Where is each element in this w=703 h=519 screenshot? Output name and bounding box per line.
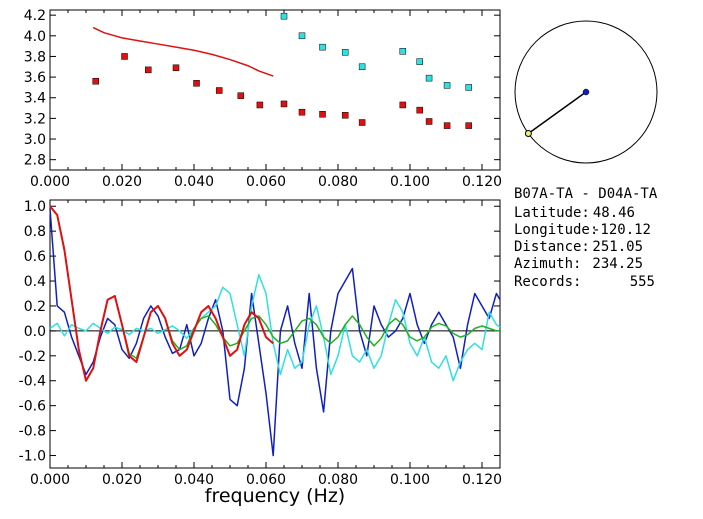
red-point: [237, 92, 245, 99]
cyan-point: [341, 49, 349, 56]
y-tick-label: 4.2: [24, 8, 46, 24]
x-tick-label: 0.000: [30, 174, 70, 190]
cyan-point: [443, 82, 451, 89]
y-tick-label: 4.0: [24, 29, 46, 45]
plot-frame: [49, 9, 501, 171]
red-point: [425, 118, 433, 125]
red-point: [145, 66, 152, 74]
x-tick-label: 0.000: [30, 472, 70, 488]
y-tick-label: -0.8: [19, 424, 46, 440]
red-point: [172, 64, 180, 72]
red-point: [193, 80, 200, 87]
latitude-value: 48.46: [593, 205, 635, 221]
red-point: [92, 77, 99, 85]
red-point: [215, 87, 223, 94]
y-tick-label: 2.8: [24, 153, 46, 169]
red-point: [443, 122, 451, 129]
y-tick-label: -1.0: [19, 449, 46, 465]
red-point: [256, 101, 264, 109]
cyan-point: [416, 58, 423, 65]
cyan-series-line: [49, 274, 501, 382]
cyan-point: [358, 63, 366, 71]
y-tick-label: 0.0: [24, 324, 46, 340]
path-end-marker: [524, 129, 532, 137]
y-tick-label: 0.4: [24, 274, 46, 290]
x-tick-label: 0.080: [318, 472, 358, 488]
dispersion-panel: 0.000 0.020 0.040 0.060 0.080 0.100 0.120 2.8 3.…: [24, 8, 502, 190]
azimuth-label: Azimuth:: [514, 256, 581, 272]
y-tick-label: 1.0: [24, 199, 46, 215]
red-point: [358, 119, 366, 126]
y-tick-label: 0.8: [24, 224, 46, 240]
map-circle: [514, 20, 658, 164]
cyan-point: [298, 32, 306, 40]
x-axis-title: frequency (Hz): [205, 485, 345, 507]
x-tick-label: 0.020: [102, 174, 142, 190]
station-pair: B07A-TA - D04A-TA: [514, 186, 658, 202]
y-tick-label: -0.2: [19, 349, 46, 365]
red-point: [341, 112, 349, 119]
red-point: [298, 108, 306, 116]
red-point: [121, 53, 128, 60]
longitude-value: -120.12: [592, 222, 651, 238]
info-block: B07A-TA - D04A-TA Latitude: 48.46 Longit…: [514, 186, 658, 290]
latitude-label: Latitude:: [514, 205, 590, 221]
y-tick-label: 3.6: [24, 70, 46, 86]
y-tick-label: -0.4: [19, 374, 46, 390]
cyan-point: [425, 74, 433, 82]
red-series-line: [49, 205, 274, 382]
station-dot: [582, 88, 590, 96]
blue-series-line: [49, 208, 501, 457]
x-tick-label: 0.120: [462, 472, 502, 488]
x-tick-label: 0.080: [318, 174, 358, 190]
y-tick-label: 3.4: [24, 91, 46, 107]
x-tick-label: 0.060: [246, 174, 286, 190]
group-velocity-curve: [92, 26, 274, 77]
azimuth-line: [527, 91, 587, 135]
x-tick-label: 0.060: [246, 472, 286, 488]
x-tick-label: 0.040: [174, 472, 214, 488]
plot-frame: [49, 199, 501, 469]
x-tick-label: 0.120: [462, 174, 502, 190]
records-label: Records:: [514, 274, 581, 290]
x-tick-label: 0.100: [390, 174, 430, 190]
longitude-label: Longitude:: [514, 222, 598, 238]
y-tick-label: -0.6: [19, 399, 46, 415]
red-point: [319, 111, 326, 118]
y-tick-label: 0.2: [24, 299, 46, 315]
green-series-line: [49, 205, 500, 382]
cyan-point: [465, 84, 472, 91]
red-point: [399, 101, 407, 109]
distance-value: 251.05: [592, 239, 643, 255]
red-point: [280, 100, 288, 108]
azimuth-value: 234.25: [592, 256, 643, 272]
cyan-point: [280, 12, 288, 20]
distance-label: Distance:: [514, 239, 590, 255]
x-tick-label: 0.040: [174, 174, 214, 190]
azimuth-map: [514, 20, 658, 164]
x-tick-label: 0.020: [102, 472, 142, 488]
coherence-panel: 0.000 0.020 0.040 0.060 0.080 0.100 0.120 1.0 0.…: [19, 199, 502, 507]
y-tick-label: 0.6: [24, 249, 46, 265]
red-point: [416, 106, 423, 114]
x-tick-label: 0.100: [390, 472, 430, 488]
y-tick-label: 3.2: [24, 111, 46, 127]
records-value: 555: [630, 274, 655, 290]
y-tick-label: 3.8: [24, 49, 46, 65]
cyan-point: [319, 43, 326, 51]
red-point: [465, 122, 472, 129]
y-tick-label: 3.0: [24, 132, 46, 148]
cyan-point: [399, 48, 407, 55]
